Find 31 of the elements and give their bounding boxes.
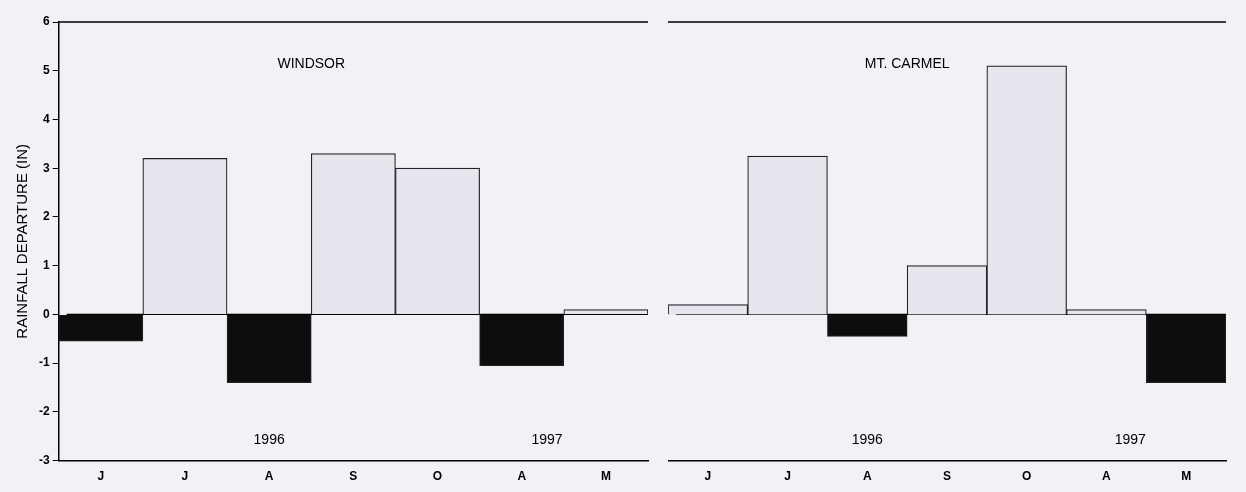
annotation: 1997 (1114, 431, 1147, 448)
x-tick-label: S (942, 469, 952, 484)
x-tick-label: M (1181, 469, 1192, 484)
x-tick-label: A (264, 469, 274, 484)
text: MT. CARMEL (864, 54, 950, 71)
x-tick-label: O (432, 469, 443, 484)
x-tick-label: J (97, 469, 105, 484)
x-tick-label: A (1102, 469, 1112, 484)
x-tick-label: A (517, 469, 527, 484)
x-tick-label: J (784, 469, 791, 484)
x-tick-label: M (600, 469, 611, 484)
y-tick-label: -2 (39, 404, 50, 419)
y-tick-label: 2 (42, 209, 50, 224)
y-tick-label: 4 (42, 111, 50, 126)
y-tick-label: 6 (42, 14, 50, 29)
y-tick-label: 1 (42, 257, 50, 272)
y-axis-title: RAINFALL DEPARTURE (IN) (13, 143, 31, 339)
y-tick-label: 3 (42, 160, 50, 175)
annotation: 1996 (253, 431, 285, 448)
x-tick-label: O (1022, 469, 1032, 484)
x-tick-label: J (704, 469, 712, 484)
y-tick-label: -3 (39, 452, 50, 467)
x-tick-label: S (349, 469, 358, 484)
annotation: 1996 (851, 431, 884, 448)
y-tick-label: 0 (42, 306, 50, 321)
x-tick-label: A (862, 469, 872, 484)
annotation: 1997 (531, 431, 563, 448)
text: WINDSOR (277, 54, 346, 71)
x-tick-label: J (181, 469, 189, 484)
y-tick-label: -1 (39, 355, 50, 370)
y-tick-label: 5 (42, 63, 50, 78)
